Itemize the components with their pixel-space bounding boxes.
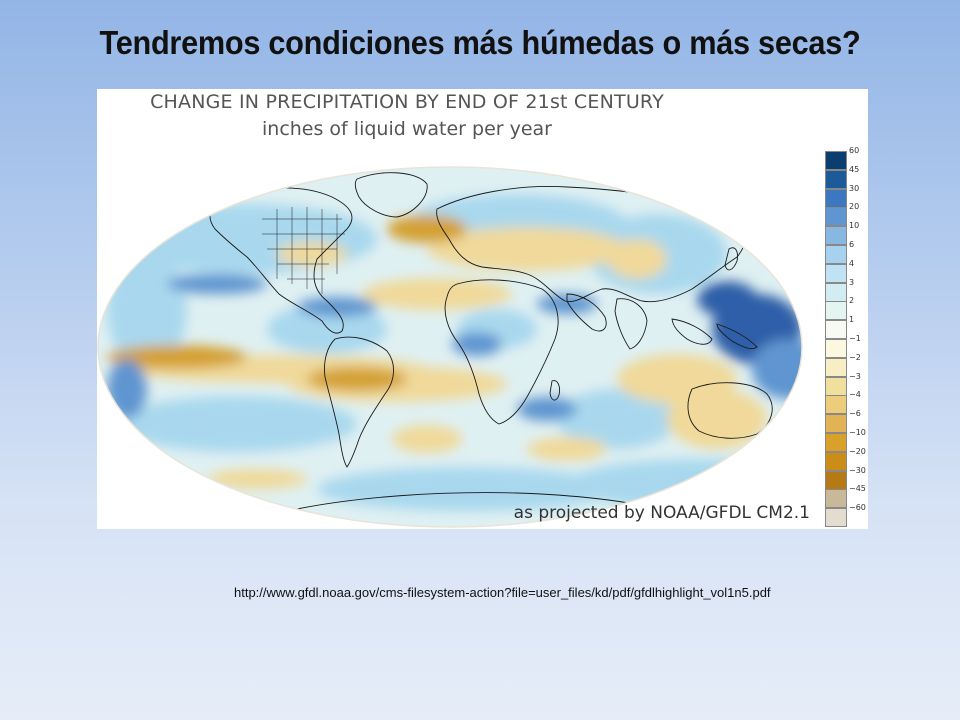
legend-label: 6: [849, 240, 855, 249]
legend-swatch: [825, 339, 847, 358]
map-subtitle: inches of liquid water per year: [262, 118, 552, 140]
legend-label: −3: [849, 371, 861, 381]
legend-label: −6: [849, 409, 861, 419]
slide-title: Tendremos condiciones más húmedas o más …: [99, 24, 861, 61]
legend-swatch: [825, 188, 847, 208]
legend-label: 2: [849, 296, 855, 306]
world-map: [97, 166, 803, 528]
legend-label: 60: [849, 146, 860, 155]
precipitation-legend: 60 45 30 20 10 6 4 3 2 1 −1 −2 −3 −4 −6 −10 −20 −30 −45 −60: [825, 147, 867, 528]
legend-swatch: [825, 508, 847, 528]
source-url[interactable]: http://www.gfdl.noaa.gov/cms-filesystem-…: [234, 585, 771, 600]
legend-label: −30: [849, 465, 866, 475]
legend-swatch: [825, 245, 847, 264]
legend-swatch: [825, 470, 847, 490]
legend-label: −2: [849, 352, 861, 362]
legend-swatch: [825, 207, 847, 227]
legend-label: −1: [849, 334, 861, 343]
us-state-boundaries: [262, 207, 345, 294]
legend-swatch: [825, 433, 847, 452]
legend-label: −10: [849, 428, 866, 437]
legend-label: 4: [849, 258, 855, 268]
legend-swatch: [825, 301, 847, 321]
legend-swatch: [825, 151, 847, 170]
legend-swatch: [825, 376, 847, 396]
globe-outline: [97, 166, 803, 528]
legend-label: 20: [849, 202, 860, 212]
legend-label: 45: [849, 164, 860, 174]
legend-label: 10: [849, 221, 860, 231]
map-title: CHANGE IN PRECIPITATION BY END OF 21st C…: [150, 91, 664, 113]
legend-swatch: [825, 451, 847, 471]
legend-swatch: [825, 263, 847, 283]
legend-swatch: [825, 320, 847, 340]
precipitation-field: [98, 167, 802, 527]
legend-swatch: [825, 282, 847, 302]
legend-label: 1: [849, 315, 855, 325]
map-credit: as projected by NOAA/GFDL CM2.1: [513, 503, 810, 523]
legend-swatch: [825, 169, 847, 189]
precipitation-map-figure: CHANGE IN PRECIPITATION BY END OF 21st C…: [97, 89, 868, 529]
legend-swatch: [825, 357, 847, 377]
legend-swatch: [825, 489, 847, 509]
legend-label: −45: [849, 484, 866, 494]
legend-label: −20: [849, 446, 866, 456]
legend-label: 30: [849, 183, 860, 193]
legend-swatch: [825, 395, 847, 415]
legend-swatch: [825, 226, 847, 246]
legend-label: 3: [849, 277, 855, 287]
legend-label: −4: [849, 390, 861, 400]
legend-swatch: [825, 414, 847, 434]
legend-label: −60: [849, 503, 866, 513]
